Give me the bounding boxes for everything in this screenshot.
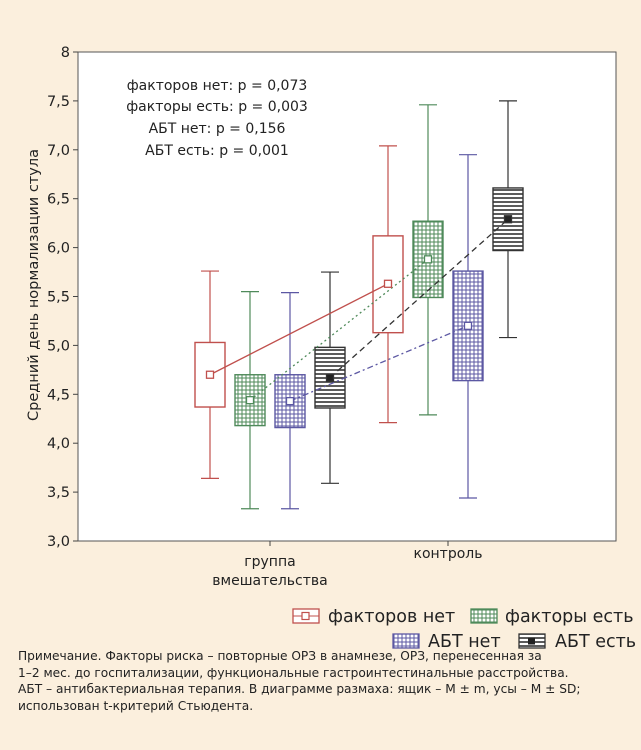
mean-marker	[383, 279, 393, 288]
mean-connector-line	[209, 283, 389, 376]
y-tick-label: 4,0	[47, 436, 70, 452]
y-tick-label: 7,0	[47, 143, 70, 159]
p-value-annotation: факторов нет: p = 0,073	[127, 78, 308, 94]
x-tick-label: группа	[244, 554, 295, 570]
legend-label: АБТ нет	[428, 632, 501, 652]
note-line: АБТ – антибактериальная терапия. В диагр…	[18, 682, 581, 697]
plot-area	[77, 51, 617, 542]
note-line: использован t-критерий Стьюдента.	[18, 698, 254, 713]
y-tick-label: 3,0	[47, 534, 70, 550]
mean-marker	[463, 321, 473, 330]
legend-label: факторы есть	[505, 607, 634, 627]
mean-marker	[245, 396, 255, 405]
legend: факторов нет факторы есть АБТ нет АБТ ес…	[292, 607, 636, 652]
legend-item: АБТ есть	[518, 632, 636, 652]
y-tick-label: 7,5	[47, 94, 70, 110]
x-tick-label: вмешательства	[212, 573, 327, 589]
legend-item: факторов нет	[292, 607, 455, 627]
p-value-annotation: АБТ есть: p = 0,001	[145, 143, 289, 159]
y-tick-label: 4,5	[47, 387, 70, 403]
y-tick-label: 5,0	[47, 338, 70, 354]
x-axis-labels: группа вмешательства контроль	[212, 546, 482, 589]
x-tick-label: контроль	[414, 546, 483, 562]
legend-swatch	[470, 608, 498, 624]
mean-marker	[325, 373, 335, 382]
legend-label: факторов нет	[328, 607, 455, 627]
legend-label: АБТ есть	[555, 632, 636, 652]
mean-marker	[285, 396, 295, 406]
y-tick-label: 8	[61, 45, 70, 61]
y-tick-label: 3,5	[47, 485, 70, 501]
mean-marker	[503, 215, 513, 224]
note-line: Примечание. Факторы риска – повторные ОР…	[18, 649, 542, 663]
figure-note: Примечание. Факторы риска – повторные ОР…	[18, 648, 633, 714]
mean-connector-line	[289, 325, 469, 402]
legend-item: АБТ нет	[392, 632, 501, 652]
legend-item: факторы есть	[470, 607, 634, 627]
mean-marker	[205, 370, 215, 379]
y-tick-label: 6,0	[47, 241, 70, 257]
annotation-block: факторов нет: p = 0,073 факторы есть: p …	[126, 78, 308, 159]
mean-marker	[423, 255, 433, 264]
p-value-annotation: факторы есть: p = 0,003	[126, 99, 308, 115]
p-value-annotation: АБТ нет: p = 0,156	[149, 121, 286, 137]
note-line: 1–2 мес. до госпитализации, функциональн…	[18, 665, 569, 680]
y-tick-label: 5,5	[47, 290, 70, 306]
y-axis-label: Средний день нормализации стула	[26, 149, 42, 421]
y-tick-label: 6,5	[47, 192, 70, 208]
legend-swatch	[392, 633, 420, 649]
